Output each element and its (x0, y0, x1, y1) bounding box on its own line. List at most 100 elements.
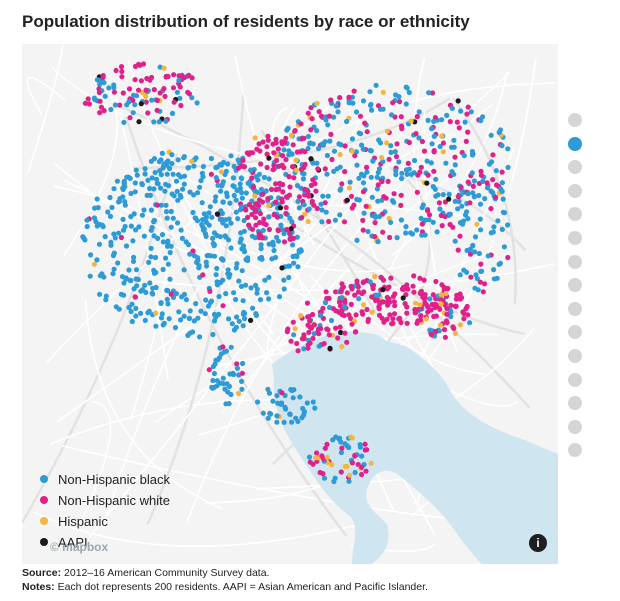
population-dot (151, 186, 157, 192)
population-dot (361, 173, 367, 179)
population-dot (97, 110, 103, 116)
pager-dot[interactable] (568, 160, 582, 175)
population-dot (321, 341, 327, 347)
population-dot (261, 174, 267, 180)
population-dot (202, 311, 208, 317)
population-dot (302, 211, 308, 217)
population-dot (279, 139, 285, 145)
population-dot (136, 224, 142, 230)
population-dot (266, 202, 272, 208)
population-dot (163, 181, 169, 187)
population-dot (294, 234, 300, 240)
pager-dot[interactable] (568, 396, 582, 411)
population-dot (438, 292, 444, 298)
road (62, 445, 464, 521)
legend-item: Hispanic (40, 512, 170, 530)
map-canvas[interactable] (22, 44, 558, 564)
legend-label: Non-Hispanic white (58, 492, 170, 508)
population-dot (468, 109, 474, 115)
pager-dot[interactable] (568, 113, 582, 127)
population-dot (149, 175, 155, 181)
population-dot (120, 216, 126, 222)
population-dot (111, 89, 117, 95)
population-dot (159, 311, 165, 317)
pager-dot[interactable] (568, 372, 582, 387)
population-dot (97, 273, 103, 279)
pager-dot[interactable] (568, 230, 582, 245)
info-icon[interactable]: i (529, 534, 547, 552)
pager-dot[interactable] (568, 348, 582, 363)
pager-dot[interactable] (568, 301, 582, 316)
population-dot (491, 267, 497, 273)
population-dot (373, 292, 379, 298)
pager-dot[interactable] (568, 278, 582, 293)
population-dot (505, 254, 511, 261)
population-dot (388, 275, 394, 281)
population-dot (186, 72, 192, 78)
population-dot (142, 282, 148, 288)
population-dot (142, 171, 148, 177)
pager-dot[interactable] (568, 183, 582, 198)
population-dot (128, 190, 134, 197)
population-dot (426, 212, 433, 218)
population-dot (124, 102, 130, 108)
population-dot (94, 77, 100, 83)
population-dot (157, 64, 163, 70)
pager-dot[interactable] (568, 136, 582, 151)
population-dot (243, 282, 249, 288)
population-dot (109, 204, 115, 211)
population-dot (148, 254, 154, 260)
population-dot (239, 370, 245, 376)
population-dot (404, 171, 410, 177)
population-dot (96, 241, 103, 247)
population-dot (486, 161, 492, 167)
population-dot (325, 193, 331, 199)
population-dot (354, 237, 360, 243)
population-dot (193, 155, 199, 161)
population-dot (103, 297, 109, 303)
road (391, 71, 509, 257)
population-dot (223, 401, 229, 407)
population-dot (301, 412, 307, 418)
population-dot (265, 415, 271, 421)
pager-dot[interactable] (568, 207, 582, 222)
pager-dot[interactable] (568, 254, 582, 269)
population-dot (127, 175, 133, 181)
population-dot (439, 223, 445, 229)
population-dot (220, 375, 226, 381)
population-dot (478, 268, 484, 274)
pager-dot[interactable] (568, 443, 582, 458)
population-dot (384, 140, 390, 146)
pager-dot[interactable] (568, 419, 582, 434)
population-dot (468, 274, 474, 280)
population-dot (230, 175, 236, 181)
population-dot (149, 74, 155, 81)
population-dot (443, 160, 449, 166)
population-dot (365, 316, 371, 322)
population-dot (465, 179, 471, 185)
road (152, 262, 555, 291)
population-dot (263, 188, 269, 194)
population-dot (217, 380, 223, 386)
population-dot (346, 185, 353, 191)
population-dot (352, 453, 358, 459)
population-dot (271, 150, 277, 156)
population-dot (129, 318, 135, 325)
population-dot (505, 146, 511, 152)
population-dot (408, 230, 414, 236)
population-dot (228, 245, 234, 251)
pager-dot[interactable] (568, 325, 582, 340)
population-dot (428, 307, 434, 313)
population-dot (215, 182, 221, 188)
population-dot (286, 152, 292, 158)
population-dot (197, 334, 203, 340)
population-dot (121, 292, 127, 298)
map[interactable] (22, 44, 558, 564)
population-dot (130, 238, 136, 244)
population-dot (148, 207, 154, 213)
population-dot (314, 160, 320, 166)
population-dot (470, 242, 476, 248)
population-dot (110, 252, 116, 259)
population-dot (270, 242, 276, 248)
population-dot (164, 215, 170, 221)
